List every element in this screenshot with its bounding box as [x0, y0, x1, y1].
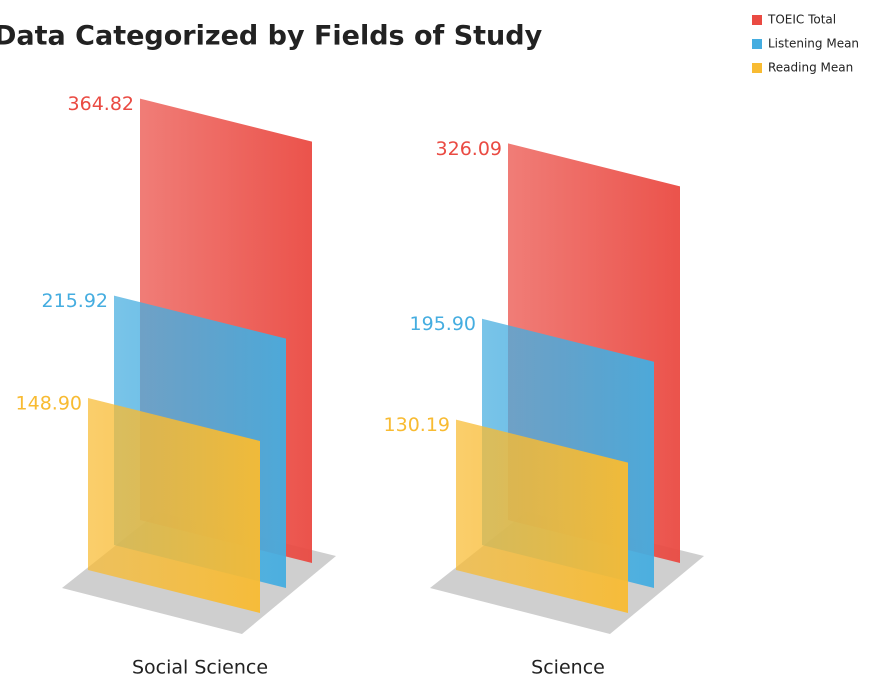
- legend-swatch: [752, 63, 762, 73]
- value-label: 326.09: [436, 138, 502, 160]
- bar: [88, 398, 260, 613]
- legend-label: Listening Mean: [768, 37, 859, 51]
- x-tick-label: Science: [531, 657, 605, 679]
- value-label: 364.82: [68, 93, 134, 115]
- value-label: 195.90: [410, 313, 476, 335]
- value-label: 130.19: [384, 414, 450, 436]
- chart-title: Data Categorized by Fields of Study: [0, 21, 543, 52]
- value-label: 148.90: [16, 393, 82, 415]
- bar: [456, 419, 628, 613]
- legend-swatch: [752, 39, 762, 49]
- legend-label: TOEIC Total: [767, 13, 836, 27]
- x-tick-label: Social Science: [132, 657, 268, 679]
- legend-label: Reading Mean: [768, 61, 853, 75]
- legend-swatch: [752, 15, 762, 25]
- value-label: 215.92: [42, 290, 108, 312]
